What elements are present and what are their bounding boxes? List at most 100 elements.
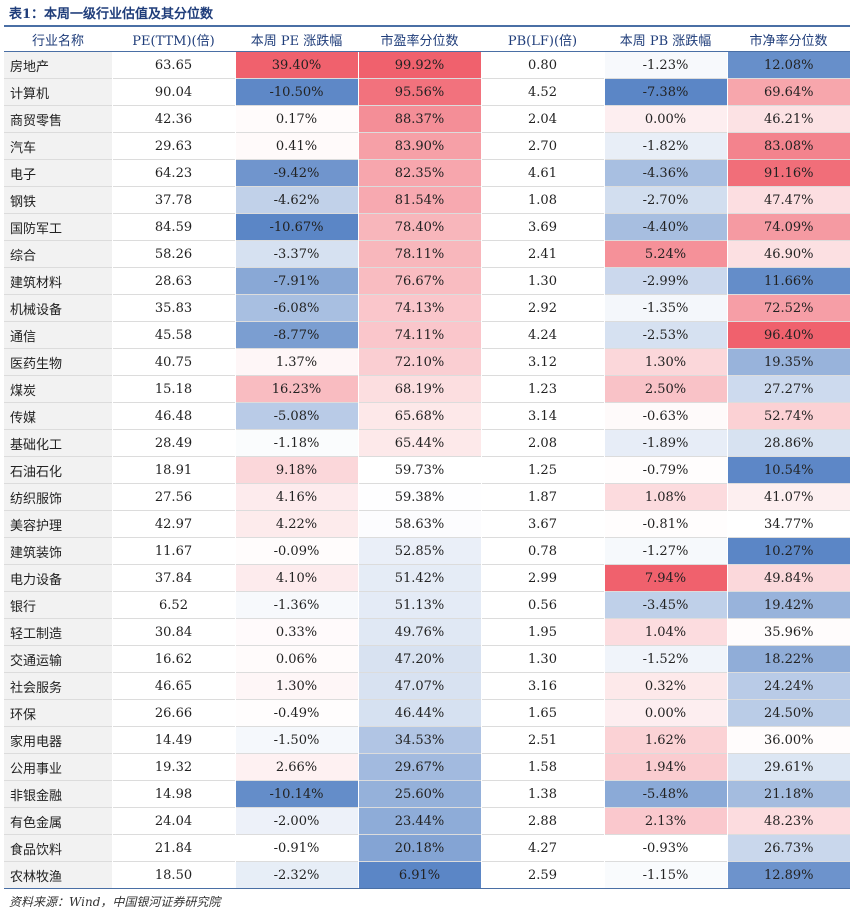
table-row: 医药生物 40.75 1.37% 72.10% 3.12 1.30% 19.35% (4, 348, 850, 376)
pb-value-cell: 4.24 (480, 321, 604, 349)
table-row: 石油石化 18.91 9.18% 59.73% 1.25 -0.79% 10.54% (4, 456, 850, 484)
pb-change-cell: -1.35% (603, 294, 727, 322)
industry-name-cell: 建筑材料 (4, 267, 112, 295)
industry-name-cell: 国防军工 (4, 213, 112, 241)
pe-percentile-cell: 25.60% (357, 780, 481, 808)
pe-change-cell: 39.40% (234, 51, 358, 79)
table-row: 有色金属 24.04 -2.00% 23.44% 2.88 2.13% 48.23% (4, 807, 850, 835)
table-row: 汽车 29.63 0.41% 83.90% 2.70 -1.82% 83.08% (4, 132, 850, 160)
pb-percentile-cell: 19.42% (726, 591, 850, 619)
table-row: 通信 45.58 -8.77% 74.11% 4.24 -2.53% 96.40% (4, 321, 850, 349)
pe-value-cell: 42.97 (111, 510, 235, 538)
header-pe-change: 本周 PE 涨跌幅 (235, 27, 358, 52)
pe-percentile-cell: 23.44% (357, 807, 481, 835)
pb-change-cell: 2.13% (603, 807, 727, 835)
industry-name-cell: 美容护理 (4, 510, 112, 538)
table-row: 电力设备 37.84 4.10% 51.42% 2.99 7.94% 49.84% (4, 564, 850, 592)
pe-value-cell: 28.63 (111, 267, 235, 295)
pb-change-cell: -4.40% (603, 213, 727, 241)
pb-percentile-cell: 72.52% (726, 294, 850, 322)
industry-name-cell: 商贸零售 (4, 105, 112, 133)
pe-value-cell: 19.32 (111, 753, 235, 781)
pe-percentile-cell: 72.10% (357, 348, 481, 376)
industry-name-cell: 环保 (4, 699, 112, 727)
pb-value-cell: 2.88 (480, 807, 604, 835)
table-row: 国防军工 84.59 -10.67% 78.40% 3.69 -4.40% 74.09% (4, 213, 850, 241)
pb-change-cell: -3.45% (603, 591, 727, 619)
pe-percentile-cell: 29.67% (357, 753, 481, 781)
pb-value-cell: 1.25 (480, 456, 604, 484)
table-row: 纺织服饰 27.56 4.16% 59.38% 1.87 1.08% 41.07% (4, 483, 850, 511)
pb-percentile-cell: 18.22% (726, 645, 850, 673)
pe-change-cell: -6.08% (234, 294, 358, 322)
pe-percentile-cell: 6.91% (357, 861, 481, 889)
industry-name-cell: 煤炭 (4, 375, 112, 403)
table-row: 公用事业 19.32 2.66% 29.67% 1.58 1.94% 29.61% (4, 753, 850, 781)
pb-percentile-cell: 52.74% (726, 402, 850, 430)
pe-change-cell: 1.30% (234, 672, 358, 700)
table-row: 建筑装饰 11.67 -0.09% 52.85% 0.78 -1.27% 10.27% (4, 537, 850, 565)
pe-percentile-cell: 74.13% (357, 294, 481, 322)
table-row: 传媒 46.48 -5.08% 65.68% 3.14 -0.63% 52.74% (4, 402, 850, 430)
pb-value-cell: 3.16 (480, 672, 604, 700)
pe-value-cell: 24.04 (111, 807, 235, 835)
pe-value-cell: 29.63 (111, 132, 235, 160)
pe-value-cell: 45.58 (111, 321, 235, 349)
table-row: 房地产 63.65 39.40% 99.92% 0.80 -1.23% 12.08% (4, 51, 850, 79)
industry-name-cell: 银行 (4, 591, 112, 619)
pb-value-cell: 1.08 (480, 186, 604, 214)
industry-name-cell: 非银金融 (4, 780, 112, 808)
pe-percentile-cell: 78.40% (357, 213, 481, 241)
pb-percentile-cell: 27.27% (726, 375, 850, 403)
table-title: 表1：本周一级行业估值及其分位数 (9, 7, 214, 22)
industry-name-cell: 钢铁 (4, 186, 112, 214)
pe-percentile-cell: 59.73% (357, 456, 481, 484)
pe-percentile-cell: 88.37% (357, 105, 481, 133)
pe-value-cell: 90.04 (111, 78, 235, 106)
industry-name-cell: 纺织服饰 (4, 483, 112, 511)
industry-name-cell: 轻工制造 (4, 618, 112, 646)
industry-name-cell: 公用事业 (4, 753, 112, 781)
pb-value-cell: 4.27 (480, 834, 604, 862)
pe-value-cell: 6.52 (111, 591, 235, 619)
pe-value-cell: 14.98 (111, 780, 235, 808)
pb-change-cell: 7.94% (603, 564, 727, 592)
pb-change-cell: -1.89% (603, 429, 727, 457)
header-pe: PE(TTM)(倍) (112, 27, 235, 52)
table-row: 钢铁 37.78 -4.62% 81.54% 1.08 -2.70% 47.47% (4, 186, 850, 214)
table-row: 商贸零售 42.36 0.17% 88.37% 2.04 0.00% 46.21% (4, 105, 850, 133)
pb-change-cell: -1.27% (603, 537, 727, 565)
table-row: 电子 64.23 -9.42% 82.35% 4.61 -4.36% 91.16% (4, 159, 850, 187)
industry-name-cell: 有色金属 (4, 807, 112, 835)
industry-name-cell: 房地产 (4, 51, 112, 79)
table-row: 煤炭 15.18 16.23% 68.19% 1.23 2.50% 27.27% (4, 375, 850, 403)
pe-percentile-cell: 68.19% (357, 375, 481, 403)
header-pe-percentile: 市盈率分位数 (358, 27, 481, 52)
pe-change-cell: -3.37% (234, 240, 358, 268)
pb-change-cell: -1.23% (603, 51, 727, 79)
pb-value-cell: 1.38 (480, 780, 604, 808)
pb-value-cell: 0.56 (480, 591, 604, 619)
pb-change-cell: -5.48% (603, 780, 727, 808)
pe-value-cell: 30.84 (111, 618, 235, 646)
pe-change-cell: 0.06% (234, 645, 358, 673)
pb-value-cell: 3.14 (480, 402, 604, 430)
pe-change-cell: 9.18% (234, 456, 358, 484)
header-row: 行业名称 PE(TTM)(倍) 本周 PE 涨跌幅 市盈率分位数 PB(LF)(… (4, 27, 850, 52)
pb-percentile-cell: 41.07% (726, 483, 850, 511)
pb-change-cell: 1.62% (603, 726, 727, 754)
pb-percentile-cell: 69.64% (726, 78, 850, 106)
table-row: 轻工制造 30.84 0.33% 49.76% 1.95 1.04% 35.96% (4, 618, 850, 646)
table-row: 农林牧渔 18.50 -2.32% 6.91% 2.59 -1.15% 12.89% (4, 861, 850, 889)
pe-value-cell: 46.48 (111, 402, 235, 430)
pe-percentile-cell: 34.53% (357, 726, 481, 754)
pb-change-cell: -4.36% (603, 159, 727, 187)
pb-value-cell: 3.67 (480, 510, 604, 538)
pb-value-cell: 0.78 (480, 537, 604, 565)
pb-percentile-cell: 21.18% (726, 780, 850, 808)
pe-change-cell: 4.16% (234, 483, 358, 511)
pe-percentile-cell: 49.76% (357, 618, 481, 646)
pe-percentile-cell: 76.67% (357, 267, 481, 295)
pb-change-cell: 1.08% (603, 483, 727, 511)
pb-change-cell: -2.53% (603, 321, 727, 349)
